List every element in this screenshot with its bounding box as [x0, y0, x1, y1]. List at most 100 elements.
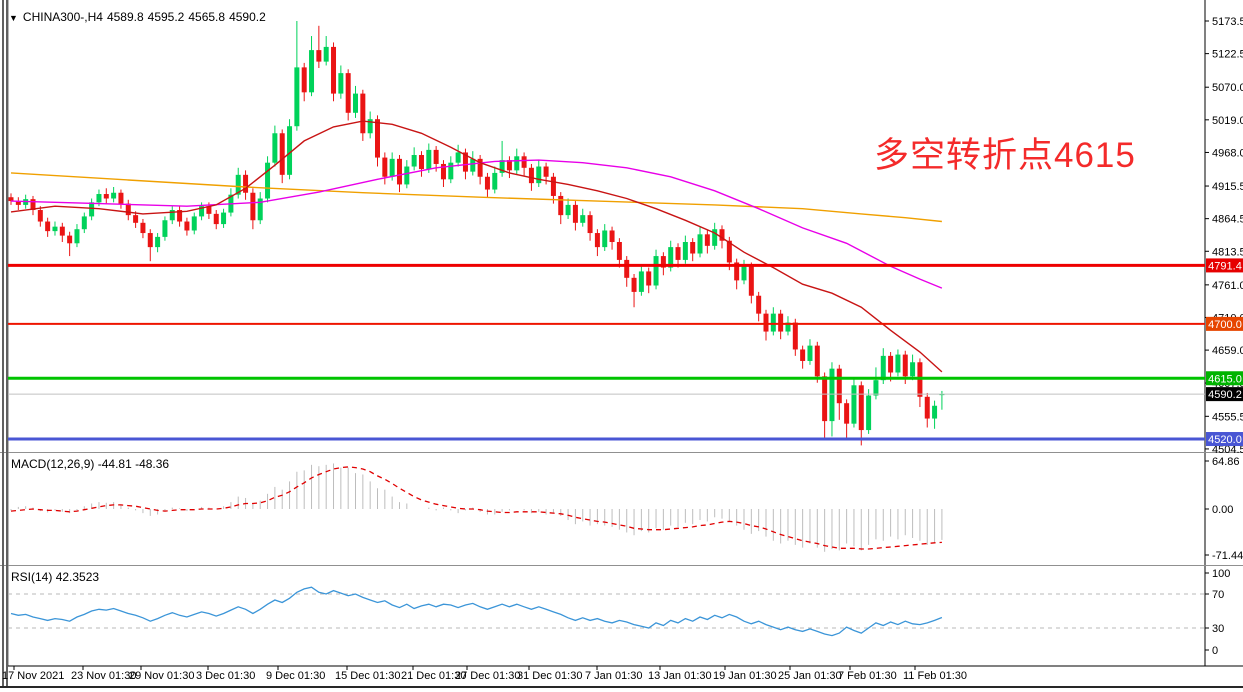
candle-body: [565, 204, 571, 216]
macd-indicator-label: MACD(12,26,9) -44.81 -48.36: [11, 457, 169, 471]
price-badge-label: 4700.0: [1208, 319, 1242, 331]
price-badge: [1206, 432, 1243, 447]
price-badge-label: 4615.0: [1208, 373, 1242, 385]
candle-body: [499, 160, 505, 173]
candle-body: [323, 46, 329, 62]
candle-body: [8, 197, 14, 202]
candle-body: [616, 242, 622, 260]
candle-body: [638, 271, 644, 292]
candle-body: [932, 405, 938, 419]
window-left-edge: [2, 0, 4, 688]
candle-body: [851, 385, 857, 424]
time-axis-label: 3 Dec 01:30: [196, 670, 256, 682]
price-badge-label: 4791.4: [1208, 260, 1242, 272]
candle-body: [272, 133, 278, 163]
candle-body: [455, 152, 461, 163]
candle-body: [221, 212, 227, 225]
rsi-indicator-label: RSI(14) 42.3523: [11, 570, 99, 584]
time-axis-label: 29 Nov 01:30: [129, 670, 195, 682]
time-axis-label: 9 Dec 01:30: [266, 670, 326, 682]
candle-body: [133, 215, 139, 223]
rsi-axis-label: 70: [1212, 589, 1224, 601]
macd-axis-label: 0.00: [1212, 504, 1233, 516]
window-left-edge-inner: [6, 0, 8, 688]
candle-body: [287, 126, 293, 175]
candle-body: [748, 266, 754, 296]
candle-body: [448, 162, 454, 180]
price-tick-label: 4659.0: [1212, 345, 1243, 357]
macd-signal-line: [10, 466, 942, 550]
candle-body: [895, 354, 901, 373]
candle-body: [697, 234, 703, 254]
candle-body: [506, 160, 512, 171]
candle-body: [45, 221, 51, 232]
candle-body: [52, 226, 58, 232]
time-axis-label: 7 Feb 01:30: [838, 670, 897, 682]
candle-body: [704, 234, 710, 246]
candle-body: [712, 229, 718, 246]
candle-body: [558, 195, 564, 216]
chart-text-annotation[interactable]: 多空转折点4615: [874, 136, 1136, 175]
candle-body: [396, 158, 402, 185]
quote-high: 4595.2: [147, 10, 185, 24]
candle-body: [418, 155, 424, 170]
time-axis-label: 21 Dec 01:30: [401, 670, 467, 682]
candle-body: [675, 247, 681, 260]
candle-body: [411, 155, 417, 167]
candle-body: [191, 216, 197, 231]
candle-body: [169, 210, 175, 221]
candle-body: [756, 295, 762, 314]
time-axis-label: 17 Nov 2021: [2, 670, 65, 682]
candle-body: [470, 158, 476, 172]
candle-body: [360, 93, 366, 134]
candle-body: [492, 172, 498, 190]
candle-body: [103, 194, 109, 199]
candle-body: [873, 380, 879, 396]
candle-body: [668, 247, 674, 268]
candle-body: [118, 192, 124, 204]
time-axis-label: 15 Dec 01:30: [335, 670, 401, 682]
candle-body: [822, 376, 828, 422]
candle-body: [382, 157, 388, 177]
price-tick-label: 4915.5: [1212, 181, 1243, 193]
ma-magenta-line: [10, 159, 943, 289]
candle-body: [484, 176, 490, 190]
candle-body: [807, 345, 813, 361]
candle-body: [301, 67, 307, 93]
candle-body: [96, 194, 102, 203]
rsi-line: [10, 586, 943, 637]
candle-body: [800, 349, 806, 361]
quote-open: 4589.8: [106, 10, 144, 24]
candle-body: [778, 313, 784, 332]
candle-body: [682, 242, 688, 260]
candle-body: [910, 362, 916, 377]
candle-body: [199, 206, 205, 217]
price-tick-label: 4555.5: [1212, 411, 1243, 423]
candle-body: [924, 396, 930, 419]
price-tick-label: 4761.0: [1212, 280, 1243, 292]
candle-body: [880, 355, 886, 381]
macd-axis-label: 64.86: [1212, 456, 1240, 468]
candle-body: [345, 73, 351, 113]
price-badge: [1206, 316, 1243, 331]
candle-body: [690, 242, 696, 254]
candle-body: [111, 192, 117, 199]
candle-body: [89, 202, 95, 217]
rsi-value: 42.3523: [55, 570, 100, 584]
macd-values: -44.81 -48.36: [97, 457, 170, 471]
candle-body: [213, 213, 219, 225]
candle-body: [353, 93, 359, 113]
time-axis-label: 13 Jan 01:30: [648, 670, 712, 682]
candle-body: [440, 163, 446, 180]
candle-body: [257, 198, 263, 221]
candle-body: [587, 215, 593, 234]
price-tick-label: 5173.5: [1212, 16, 1243, 28]
candle-body: [580, 215, 586, 223]
candle-body: [770, 313, 776, 332]
candle-body: [177, 210, 183, 222]
rsi-name: RSI(14): [11, 570, 53, 584]
ma-orange-line: [10, 172, 942, 223]
symbol-marker-icon: ▼: [9, 13, 18, 23]
symbol-info-bar: ▼ CHINA300-,H4 4589.8 4595.2 4565.8 4590.2: [9, 10, 270, 24]
